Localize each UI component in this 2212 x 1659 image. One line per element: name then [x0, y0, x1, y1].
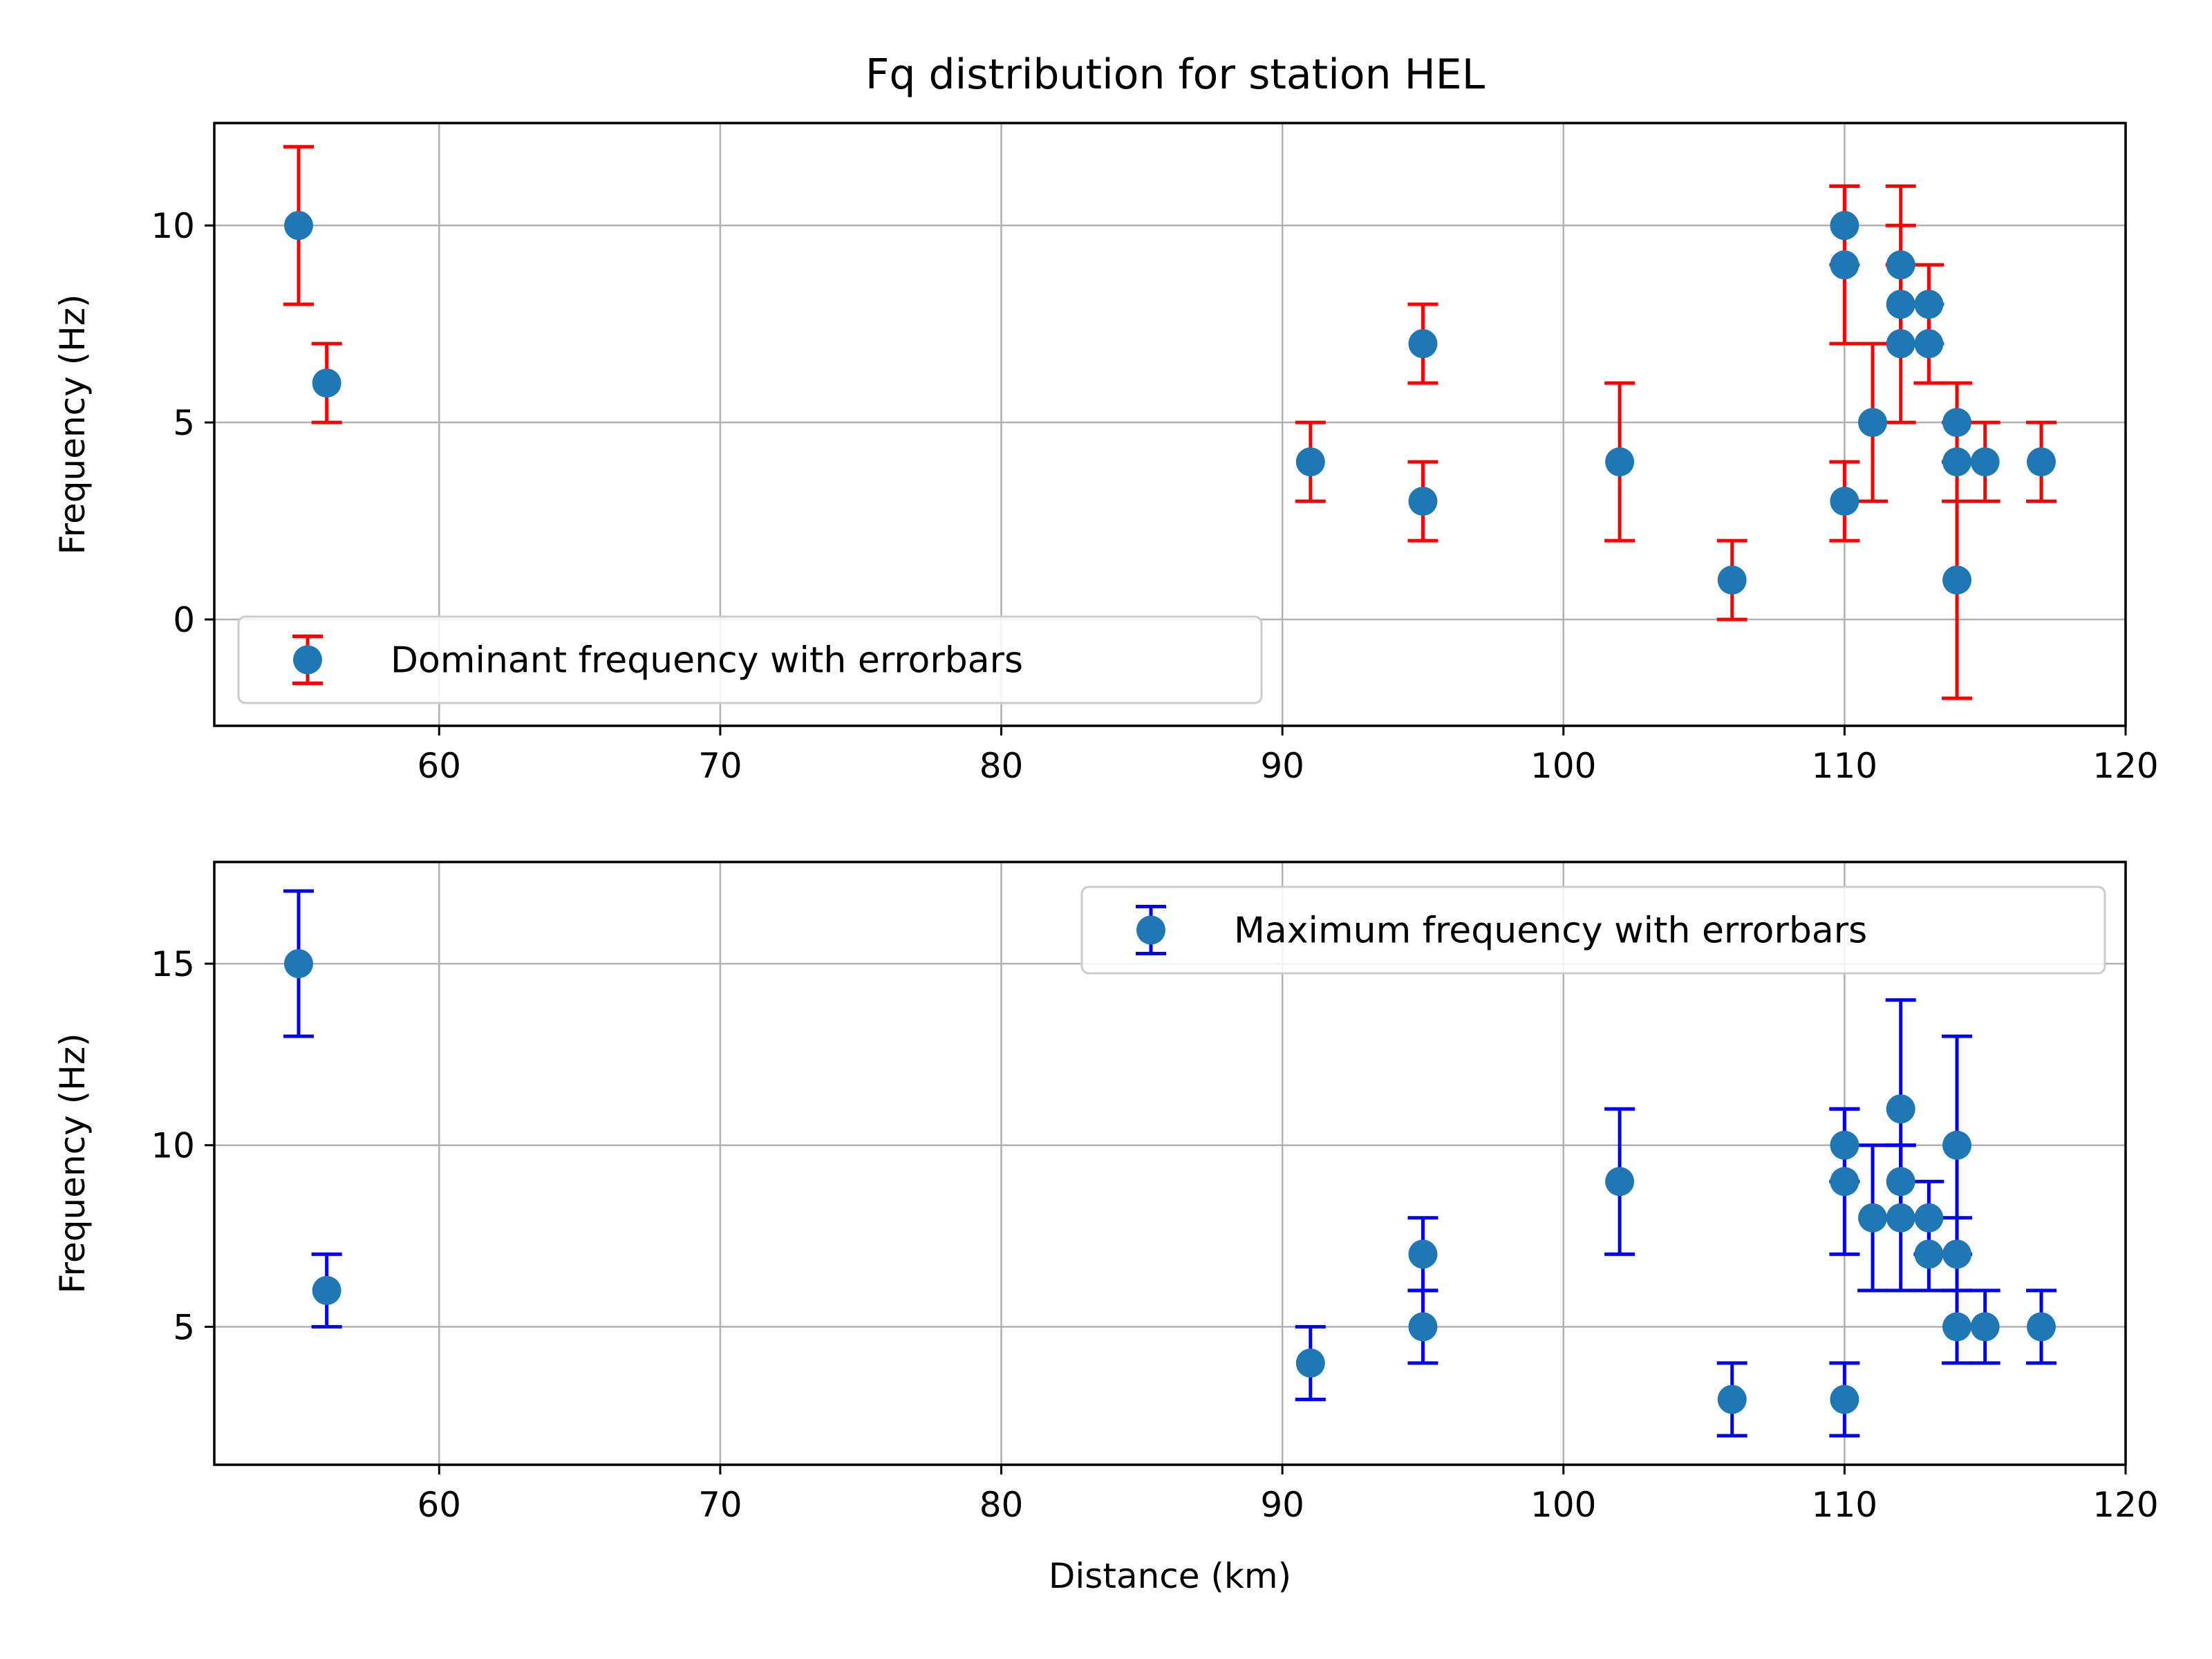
data-point — [312, 1275, 341, 1305]
maximum-frequency-panel: 60 70 80 90 100 110 120 5 10 15 Frequency (Hz) Dist… — [53, 861, 2159, 1596]
data-point — [1830, 211, 1859, 241]
legend: Maximum frequency with errorbars — [1080, 885, 2106, 975]
data-point — [1914, 1239, 1944, 1269]
legend-box — [237, 615, 1263, 704]
data-point — [1886, 1167, 1915, 1197]
data-point — [1408, 329, 1438, 359]
data-point — [2027, 447, 2056, 477]
data-point — [1970, 1312, 2000, 1342]
x-tick-label: 70 — [698, 1485, 742, 1525]
data-series — [283, 889, 2057, 1438]
x-tick-label: 120 — [2092, 1485, 2158, 1525]
legend-label: Maximum frequency with errorbars — [1234, 910, 1867, 952]
legend-marker — [1136, 915, 1165, 945]
x-tick-label: 120 — [2092, 746, 2158, 786]
y-tick-label: 5 — [173, 403, 195, 443]
data-point — [1886, 1203, 1915, 1232]
data-point — [1886, 1094, 1915, 1124]
data-point — [1914, 1203, 1944, 1232]
data-point — [1830, 1130, 1859, 1160]
data-point — [1408, 1239, 1438, 1269]
data-point — [1942, 565, 1972, 595]
y-tick-label: 15 — [151, 944, 195, 984]
data-point — [2027, 1312, 2056, 1342]
data-point — [1830, 487, 1859, 516]
data-point — [1717, 565, 1747, 595]
x-tick-label: 70 — [698, 746, 742, 786]
x-tick-label: 60 — [417, 746, 461, 786]
x-tick-label: 110 — [1812, 1485, 1877, 1525]
data-point — [1942, 447, 1972, 477]
y-tick-label: 5 — [173, 1307, 195, 1347]
legend-label: Dominant frequency with errorbars — [391, 640, 1023, 682]
data-point — [1830, 1167, 1859, 1197]
data-point — [1717, 1385, 1747, 1414]
x-axis-label: Distance (km) — [1049, 1556, 1291, 1596]
data-point — [1858, 1203, 1888, 1232]
x-tick-label: 110 — [1812, 746, 1877, 786]
data-point — [283, 949, 313, 979]
data-point — [1858, 408, 1888, 438]
data-point — [1605, 1167, 1635, 1197]
data-point — [1942, 1239, 1972, 1269]
data-point — [1942, 1130, 1972, 1160]
y-tick-label: 10 — [151, 206, 195, 246]
plot-frame — [213, 122, 2127, 727]
data-point — [1942, 408, 1972, 438]
chart-title: Fq distribution for station HEL — [865, 50, 1485, 99]
data-point — [1886, 250, 1915, 280]
plot-frame — [213, 861, 2127, 1466]
legend-box — [1080, 885, 2106, 975]
data-point — [1408, 487, 1438, 516]
y-axis-label: Frequency (Hz) — [53, 294, 93, 554]
dominant-frequency-panel: 60 70 80 90 100 110 120 0 5 10 Frequency (Hz) Domin… — [53, 122, 2159, 786]
data-point — [1830, 1385, 1859, 1414]
legend: Dominant frequency with errorbars — [237, 615, 1263, 704]
data-point — [1408, 1312, 1438, 1342]
data-point — [1914, 290, 1944, 319]
legend-marker — [293, 645, 322, 675]
data-point — [1295, 1348, 1325, 1378]
x-tick-label: 100 — [1530, 746, 1596, 786]
data-point — [1886, 329, 1915, 359]
y-tick-label: 10 — [151, 1126, 195, 1166]
data-point — [312, 368, 341, 398]
x-tick-label: 90 — [1260, 1485, 1304, 1525]
x-tick-label: 60 — [417, 1485, 461, 1525]
data-point — [1886, 290, 1915, 319]
x-tick-label: 90 — [1260, 746, 1304, 786]
x-tick-label: 80 — [980, 746, 1024, 786]
data-point — [1942, 1312, 1972, 1342]
data-point — [283, 211, 313, 241]
data-series — [283, 144, 2057, 700]
x-tick-label: 100 — [1530, 1485, 1596, 1525]
data-point — [1295, 447, 1325, 477]
data-point — [1830, 250, 1859, 280]
y-axis-label: Frequency (Hz) — [53, 1033, 93, 1293]
data-point — [1605, 447, 1635, 477]
data-point — [1914, 329, 1944, 359]
y-tick-label: 0 — [173, 600, 195, 640]
data-point — [1970, 447, 2000, 477]
x-tick-label: 80 — [980, 1485, 1024, 1525]
